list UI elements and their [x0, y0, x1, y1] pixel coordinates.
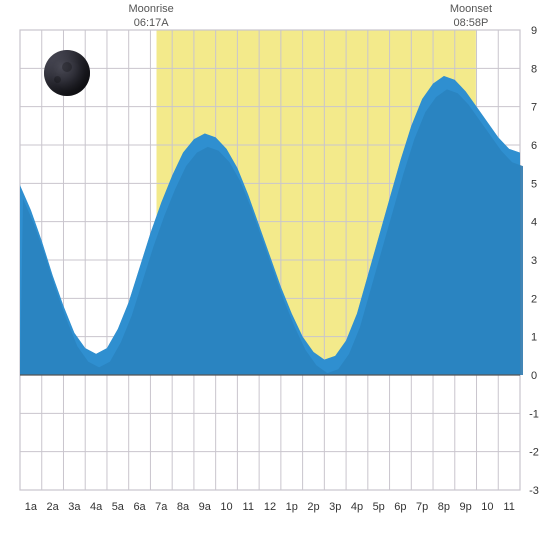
svg-text:5a: 5a: [112, 501, 125, 513]
svg-text:3: 3: [531, 255, 537, 267]
svg-text:3a: 3a: [68, 501, 81, 513]
svg-text:12: 12: [264, 501, 276, 513]
svg-text:9a: 9a: [199, 501, 212, 513]
svg-text:3p: 3p: [329, 501, 341, 513]
svg-text:4p: 4p: [351, 501, 363, 513]
svg-text:6a: 6a: [133, 501, 146, 513]
svg-text:-1: -1: [529, 408, 539, 420]
svg-text:0: 0: [531, 370, 537, 382]
svg-text:7p: 7p: [416, 501, 428, 513]
svg-text:2a: 2a: [46, 501, 59, 513]
svg-text:7: 7: [531, 102, 537, 114]
moonrise-time: 06:17A: [129, 16, 174, 30]
svg-text:-2: -2: [529, 447, 539, 459]
svg-text:9p: 9p: [460, 501, 472, 513]
svg-text:8p: 8p: [438, 501, 450, 513]
svg-text:6: 6: [531, 140, 537, 152]
moonrise-annotation: Moonrise 06:17A: [129, 2, 174, 31]
svg-text:5p: 5p: [373, 501, 385, 513]
svg-text:4a: 4a: [90, 501, 103, 513]
svg-text:11: 11: [243, 501, 254, 513]
svg-text:7a: 7a: [155, 501, 168, 513]
svg-text:1p: 1p: [286, 501, 298, 513]
svg-text:4: 4: [531, 217, 537, 229]
moonset-annotation: Moonset 08:58P: [450, 2, 492, 31]
svg-text:8: 8: [531, 63, 537, 75]
svg-text:8a: 8a: [177, 501, 190, 513]
svg-text:10: 10: [220, 501, 232, 513]
svg-text:11: 11: [503, 501, 514, 513]
moonset-time: 08:58P: [450, 16, 492, 30]
moonrise-label: Moonrise: [129, 2, 174, 16]
moon-phase-icon: [44, 50, 90, 96]
svg-text:10: 10: [481, 501, 493, 513]
svg-text:2: 2: [531, 293, 537, 305]
svg-text:6p: 6p: [394, 501, 406, 513]
svg-text:5: 5: [531, 178, 537, 190]
svg-text:9: 9: [531, 25, 537, 37]
svg-text:-3: -3: [529, 485, 539, 497]
svg-text:1: 1: [531, 332, 537, 344]
moonset-label: Moonset: [450, 2, 492, 16]
svg-text:1a: 1a: [25, 501, 38, 513]
tide-chart: 1a2a3a4a5a6a7a8a9a1011121p2p3p4p5p6p7p8p…: [0, 0, 550, 550]
svg-text:2p: 2p: [307, 501, 319, 513]
